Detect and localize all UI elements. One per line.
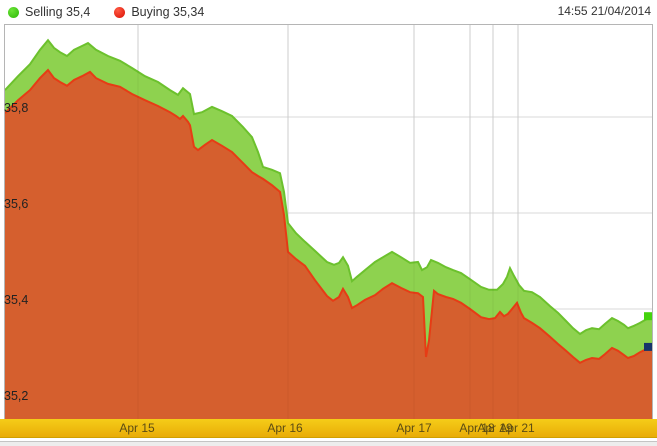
buying-current-marker (644, 342, 652, 351)
buying-line (5, 68, 652, 364)
chart-timestamp: 14:55 21/04/2014 (557, 4, 651, 18)
buying-legend-label: Buying 35,34 (131, 5, 205, 19)
x-axis-tick-label: Apr 16 (267, 421, 303, 435)
buying-area (5, 70, 652, 419)
bottom-border-strip (0, 441, 657, 446)
selling-legend-dot-icon (8, 6, 19, 18)
x-axis-tick-label: Apr 17 (396, 421, 432, 435)
buying-legend-dot-icon (114, 6, 126, 18)
area-chart-canvas[interactable] (5, 25, 652, 419)
x-axis-tick-label: Apr 21 (499, 421, 535, 435)
selling-line (5, 38, 652, 336)
chart-plot-area[interactable] (4, 24, 653, 419)
x-axis-tick-label: Apr 18 (459, 421, 495, 435)
selling-current-marker (644, 312, 652, 321)
x-axis-band: Apr 15 Apr 16 Apr 17 Apr 18 Apr 19 Apr 21 (0, 419, 657, 438)
x-axis-tick-label: Apr 19 (477, 421, 513, 435)
selling-legend-label: Selling 35,4 (25, 5, 91, 19)
chart-legend: Selling 35,4 Buying 35,34 (8, 2, 204, 22)
x-axis-tick-label: Apr 15 (119, 421, 155, 435)
